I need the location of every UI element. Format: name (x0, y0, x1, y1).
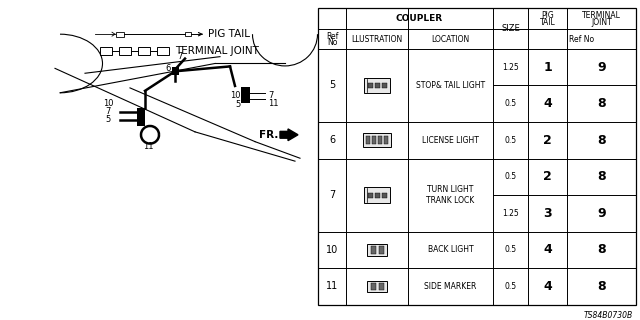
Bar (378, 246, 383, 254)
Bar (367, 83, 372, 88)
Bar (381, 193, 387, 197)
Text: 8: 8 (597, 134, 606, 147)
Text: 1.25: 1.25 (502, 63, 519, 72)
Text: 8: 8 (597, 244, 606, 256)
Text: TERMINAL: TERMINAL (582, 11, 621, 20)
Bar (378, 283, 383, 290)
Bar (384, 136, 388, 144)
Text: 5: 5 (329, 80, 335, 90)
Text: SIDE MARKER: SIDE MARKER (424, 282, 477, 291)
Text: No: No (327, 38, 337, 47)
Bar (371, 283, 376, 290)
Bar (241, 87, 250, 102)
Text: PIG TAIL: PIG TAIL (208, 29, 250, 39)
Text: Ref: Ref (326, 32, 338, 41)
Bar (100, 47, 112, 55)
Text: 0.5: 0.5 (504, 245, 516, 254)
Bar (364, 187, 390, 203)
Text: LICENSE LIGHT: LICENSE LIGHT (422, 136, 479, 145)
Bar (372, 136, 376, 144)
Text: 1.25: 1.25 (502, 209, 519, 218)
Text: 8: 8 (597, 170, 606, 183)
Text: Ref No: Ref No (570, 35, 595, 44)
Bar (378, 136, 382, 144)
Bar (137, 108, 145, 126)
Text: 7: 7 (177, 52, 182, 61)
Bar (318, 8, 636, 305)
Bar (367, 244, 387, 256)
Text: 6: 6 (329, 135, 335, 145)
Text: 0.5: 0.5 (504, 172, 516, 181)
Text: 10: 10 (230, 91, 240, 100)
Text: 2: 2 (543, 170, 552, 183)
Text: 4: 4 (543, 244, 552, 256)
Text: SIZE: SIZE (501, 24, 520, 33)
Text: 10: 10 (326, 245, 338, 255)
Text: 9: 9 (597, 60, 606, 74)
Text: 1: 1 (543, 60, 552, 74)
Bar (366, 136, 370, 144)
Bar (363, 133, 391, 147)
Text: 11: 11 (268, 99, 278, 108)
Text: 10: 10 (103, 99, 113, 108)
Text: 7: 7 (329, 190, 335, 200)
Text: 7: 7 (268, 91, 273, 100)
Bar (381, 83, 387, 88)
Text: JOINT: JOINT (591, 18, 612, 27)
Text: 6: 6 (165, 64, 171, 73)
Text: STOP& TAIL LIGHT: STOP& TAIL LIGHT (416, 81, 485, 90)
Text: TERMINAL JOINT: TERMINAL JOINT (175, 46, 259, 56)
Bar (367, 193, 372, 197)
Text: 4: 4 (543, 280, 552, 293)
Bar (119, 47, 131, 55)
Text: LLUSTRATION: LLUSTRATION (351, 35, 403, 44)
Text: 0.5: 0.5 (504, 136, 516, 145)
Bar (374, 193, 380, 197)
Bar (138, 47, 150, 55)
Text: 11: 11 (143, 142, 153, 151)
Text: 5: 5 (236, 100, 241, 109)
Text: TAIL: TAIL (540, 18, 556, 27)
Bar (371, 246, 376, 254)
Bar (374, 83, 380, 88)
Bar (185, 32, 191, 36)
Text: 2: 2 (543, 134, 552, 147)
Text: FR.: FR. (259, 130, 278, 140)
Text: 0.5: 0.5 (504, 282, 516, 291)
Text: COUPLER: COUPLER (396, 14, 443, 23)
Text: 8: 8 (597, 280, 606, 293)
Text: BACK LIGHT: BACK LIGHT (428, 245, 474, 254)
Bar (364, 77, 390, 93)
Text: 11: 11 (326, 282, 338, 292)
Bar (172, 68, 179, 75)
Text: 9: 9 (597, 207, 606, 220)
Bar (116, 32, 124, 36)
Text: LOCATION: LOCATION (431, 35, 470, 44)
Text: 0.5: 0.5 (504, 99, 516, 108)
Text: PIG: PIG (541, 11, 554, 20)
Text: 3: 3 (543, 207, 552, 220)
Text: 7: 7 (106, 107, 111, 116)
Text: 5: 5 (106, 115, 111, 124)
Bar (157, 47, 169, 55)
Text: TS84B0730B: TS84B0730B (584, 311, 633, 320)
Text: 4: 4 (543, 97, 552, 110)
Text: 8: 8 (597, 97, 606, 110)
Bar (367, 281, 387, 292)
FancyArrow shape (280, 129, 298, 141)
Text: TURN LIGHT
TRANK LOCK: TURN LIGHT TRANK LOCK (426, 185, 475, 205)
